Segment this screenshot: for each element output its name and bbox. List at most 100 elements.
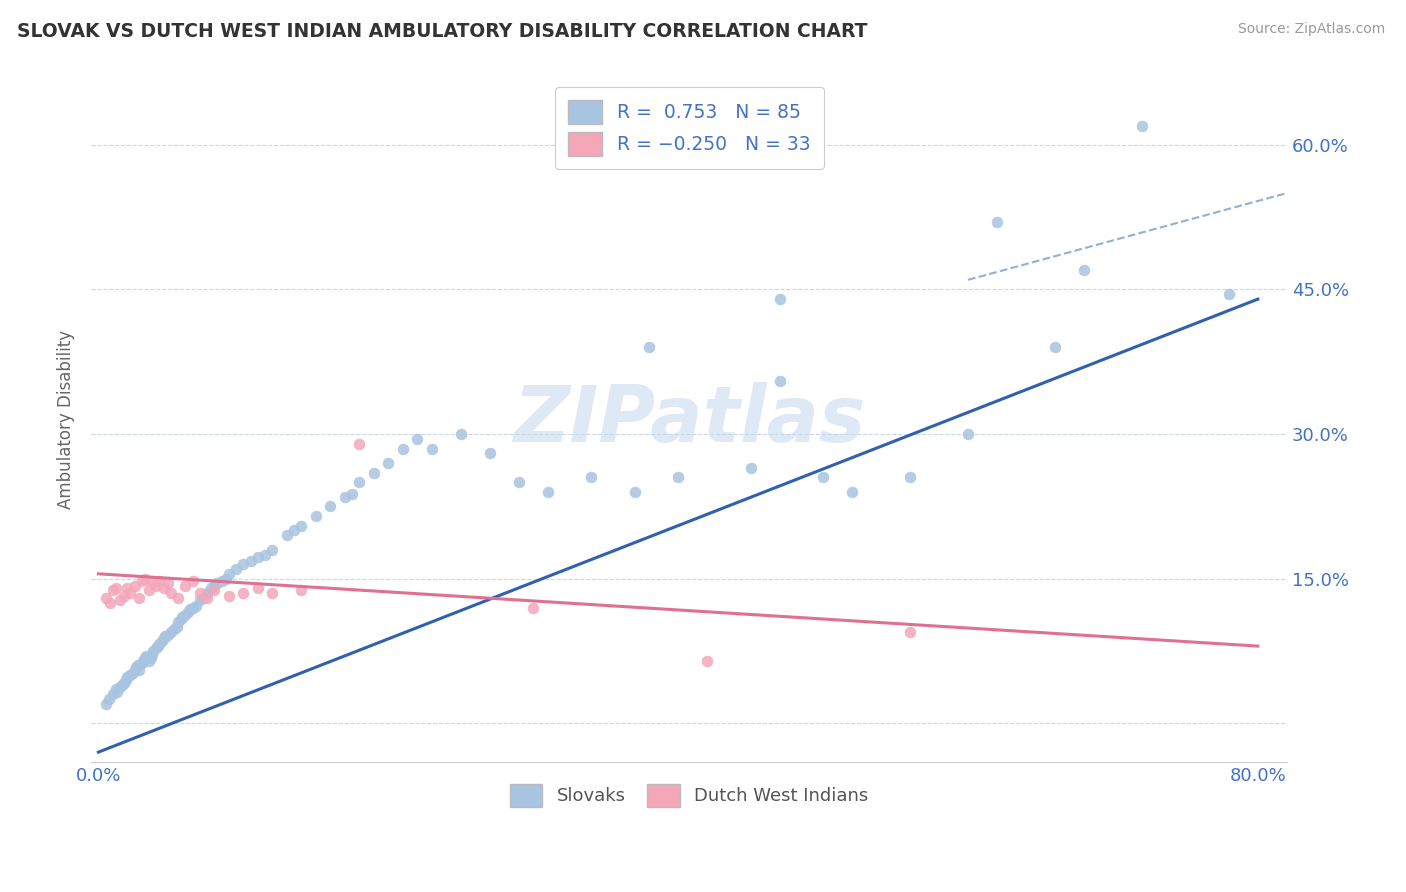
Point (152, 632, 174, 646)
Point (696, 654, 718, 668)
Point (105, 685, 128, 699)
Point (340, 487, 363, 501)
Point (131, 574, 153, 588)
Point (145, 579, 167, 593)
Point (898, 624, 921, 639)
Point (104, 582, 127, 596)
Point (391, 442, 413, 456)
Point (450, 427, 472, 442)
Point (101, 583, 124, 598)
Point (172, 610, 194, 624)
Point (160, 624, 183, 639)
Point (184, 599, 207, 613)
Point (152, 582, 174, 596)
Point (202, 583, 225, 598)
Point (150, 634, 173, 648)
Point (522, 600, 544, 615)
Point (319, 500, 342, 514)
Point (128, 663, 150, 677)
Point (349, 436, 371, 450)
Point (215, 572, 238, 586)
Point (508, 475, 530, 490)
Point (207, 576, 229, 591)
Point (276, 528, 298, 542)
Text: ZIPatlas: ZIPatlas (513, 382, 865, 458)
Point (239, 554, 262, 568)
Point (811, 470, 834, 484)
Point (117, 670, 139, 684)
Point (167, 591, 190, 605)
Point (290, 518, 312, 533)
Legend: Slovaks, Dutch West Indians: Slovaks, Dutch West Indians (502, 777, 876, 814)
Point (124, 579, 146, 593)
Point (232, 557, 254, 571)
Point (122, 666, 145, 681)
Point (218, 589, 240, 603)
Point (108, 592, 131, 607)
Point (188, 586, 211, 600)
Point (135, 648, 157, 663)
Point (167, 615, 190, 629)
Point (128, 591, 150, 605)
Point (132, 654, 155, 668)
Point (134, 650, 156, 665)
Point (768, 292, 790, 306)
Point (97, 692, 120, 706)
Point (146, 639, 169, 653)
Point (138, 654, 160, 668)
Point (537, 484, 560, 499)
Point (406, 432, 429, 446)
Point (177, 606, 200, 620)
Point (638, 340, 661, 354)
Point (195, 591, 218, 605)
Point (579, 470, 602, 484)
Point (1043, 340, 1066, 354)
Point (898, 470, 921, 484)
Point (283, 524, 305, 538)
Point (254, 548, 277, 562)
Point (478, 446, 501, 460)
Point (232, 586, 254, 600)
Point (333, 490, 356, 504)
Point (181, 574, 204, 588)
Point (124, 663, 146, 677)
Point (1218, 287, 1240, 301)
Point (148, 637, 170, 651)
Point (141, 647, 163, 661)
Point (104, 682, 127, 697)
Point (120, 668, 142, 682)
Point (740, 460, 762, 475)
Point (202, 579, 225, 593)
Point (841, 484, 863, 499)
Point (262, 586, 284, 600)
Point (377, 456, 399, 470)
Point (156, 576, 179, 591)
Point (986, 215, 1008, 229)
Point (163, 622, 186, 636)
Point (179, 602, 201, 616)
Point (166, 620, 188, 634)
Point (145, 641, 167, 656)
Point (211, 574, 233, 588)
Point (98, 596, 121, 610)
Point (94, 697, 117, 711)
Point (218, 566, 240, 581)
Point (156, 627, 179, 641)
Point (110, 678, 132, 692)
Point (117, 582, 139, 596)
Point (94, 591, 117, 605)
Point (148, 574, 170, 588)
Point (114, 589, 136, 603)
Point (290, 583, 312, 598)
Point (160, 586, 183, 600)
Point (305, 508, 328, 523)
Point (114, 675, 136, 690)
Point (349, 475, 371, 490)
Point (170, 612, 193, 626)
Point (127, 658, 149, 673)
Point (195, 586, 218, 600)
Point (181, 600, 204, 615)
Point (420, 442, 443, 456)
Point (101, 687, 124, 701)
Point (225, 562, 247, 576)
